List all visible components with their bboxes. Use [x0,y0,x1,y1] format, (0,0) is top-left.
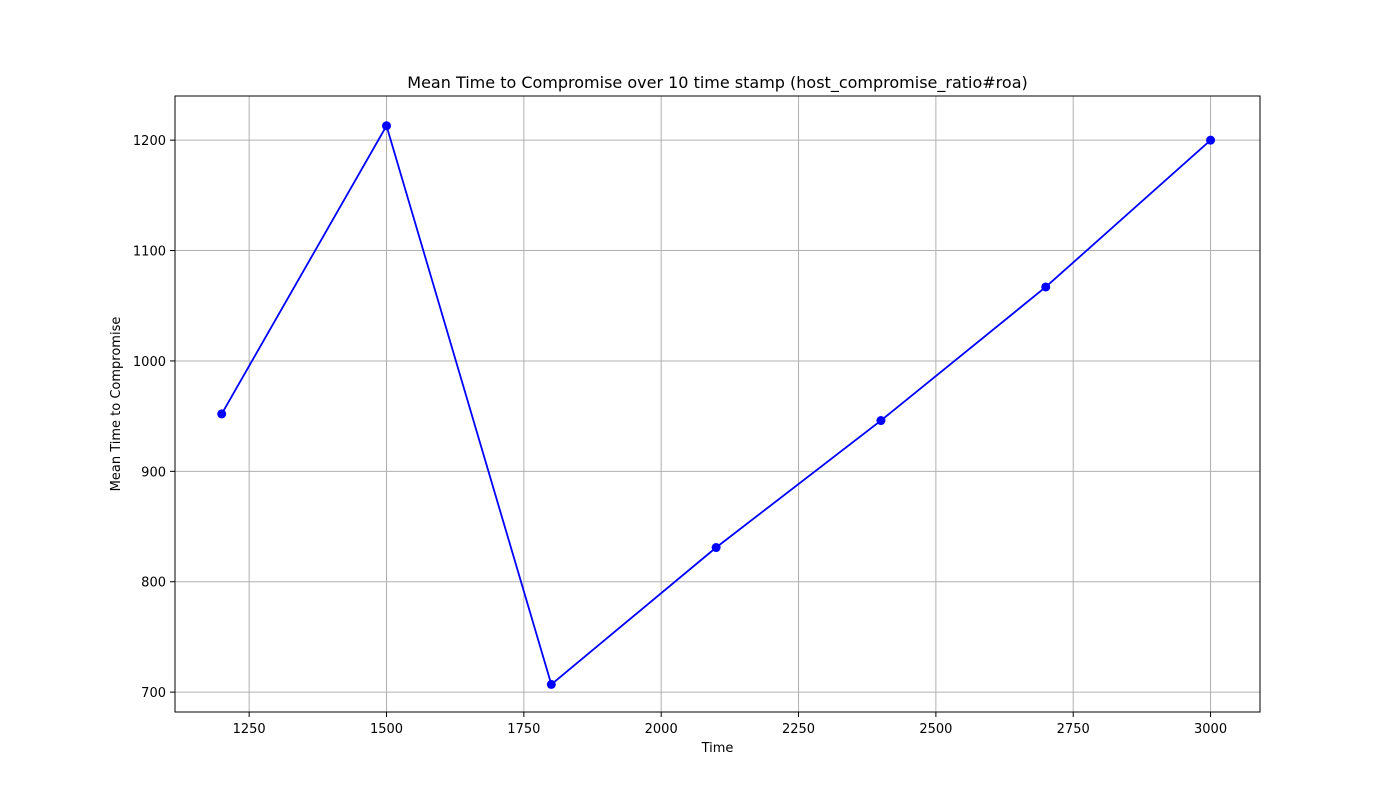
y-tick-label: 1000 [133,355,166,370]
x-tick-label: 1250 [233,722,266,737]
x-tick-label: 1500 [370,722,403,737]
x-tick-label: 1750 [507,722,540,737]
y-tick-label: 700 [141,686,166,701]
chart-title: Mean Time to Compromise over 10 time sta… [407,73,1027,93]
x-tick-label: 2750 [1057,722,1090,737]
data-point [217,409,227,419]
grid-lines [175,96,1260,712]
x-axis-label: Time [701,741,734,756]
y-tick-label: 900 [141,465,166,480]
y-tick-label: 800 [141,576,166,591]
data-point [876,416,886,426]
y-tick-label: 1200 [133,134,166,149]
x-tick-label: 2500 [919,722,952,737]
x-tick-label: 3000 [1194,722,1227,737]
y-axis-ticks: 700 800 900 1000 1100 1200 [133,134,175,701]
x-axis-ticks: 1250 1500 1750 2000 2250 2500 2750 3000 [233,712,1227,737]
y-tick-label: 1100 [133,245,166,260]
data-point [382,121,392,131]
data-point [1206,135,1216,145]
data-point [711,543,721,553]
plot-frame [174,95,1261,713]
x-tick-label: 2000 [645,722,678,737]
x-tick-label: 2250 [782,722,815,737]
data-point [1041,282,1051,292]
series-group [217,121,1216,689]
data-point [546,679,556,689]
y-axis-label: Mean Time to Compromise [109,317,124,492]
